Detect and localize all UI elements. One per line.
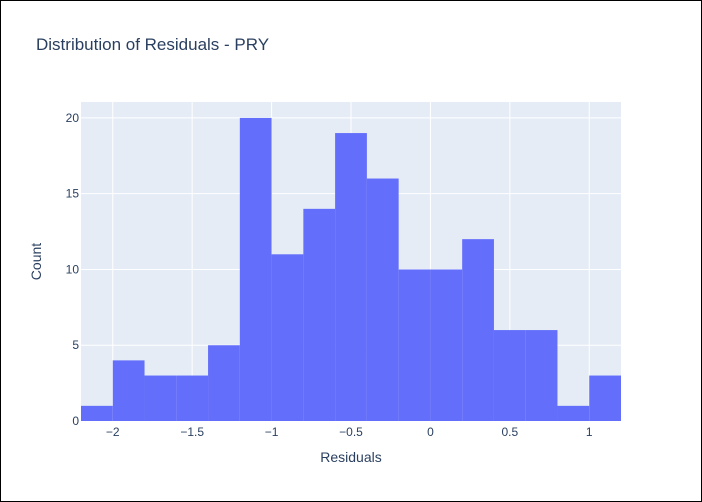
x-tick-label: −2 <box>106 425 120 439</box>
histogram-bar <box>303 208 336 421</box>
histogram-bar <box>271 254 304 421</box>
chart-title: Distribution of Residuals - PRY <box>36 35 270 54</box>
y-axis-ticks: 0 5 10 15 20 <box>66 111 80 428</box>
histogram-bar <box>462 239 494 421</box>
y-tick-label: 15 <box>66 187 80 201</box>
x-axis-ticks: −2 −1.5 −1 −0.5 0 0.5 1 <box>106 425 593 439</box>
x-tick-label: −1.5 <box>180 425 204 439</box>
histogram-bar <box>398 269 431 421</box>
x-axis-title: Residuals <box>320 449 381 465</box>
x-tick-label: 0 <box>427 425 434 439</box>
y-tick-label: 5 <box>72 338 79 352</box>
histogram-bar <box>208 345 240 421</box>
histogram-bar <box>430 269 463 421</box>
x-tick-label: 0.5 <box>501 425 518 439</box>
histogram-bar <box>239 117 272 422</box>
histogram-bar <box>493 330 526 421</box>
histogram-bar <box>144 375 177 421</box>
histogram-bar <box>335 133 367 421</box>
y-tick-label: 20 <box>66 111 80 125</box>
histogram-bar <box>81 405 113 421</box>
histogram-bar <box>525 330 558 421</box>
x-tick-label: 1 <box>586 425 593 439</box>
x-tick-label: −0.5 <box>339 425 363 439</box>
histogram-bar <box>112 360 145 421</box>
histogram-bar <box>366 178 399 421</box>
histogram-bar <box>557 405 590 421</box>
histogram-bars <box>81 117 621 422</box>
y-axis-title: Count <box>28 243 44 280</box>
y-tick-label: 10 <box>66 262 80 276</box>
x-tick-label: −1 <box>265 425 279 439</box>
histogram-bar <box>176 375 209 421</box>
histogram-bar <box>589 375 621 421</box>
y-tick-label: 0 <box>72 414 79 428</box>
